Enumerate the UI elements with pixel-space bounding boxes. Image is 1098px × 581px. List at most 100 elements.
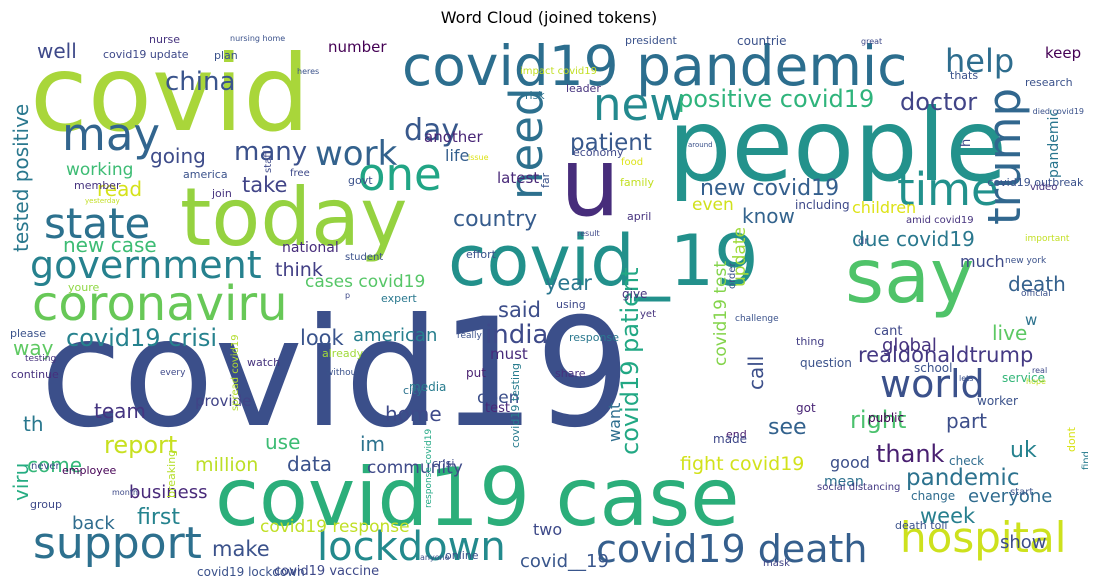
word-well: well xyxy=(37,39,77,63)
word-yesterday: yesterday xyxy=(85,197,120,205)
word-work: work xyxy=(315,134,398,174)
word-already: already xyxy=(322,347,364,360)
word-thats: thats xyxy=(950,69,978,82)
word-government: government xyxy=(30,243,262,287)
word-city: city xyxy=(403,384,423,397)
word-challenge: challenge xyxy=(735,314,779,324)
word-plan: plan xyxy=(214,49,238,62)
word-make: make xyxy=(212,537,270,561)
word-continue: continue xyxy=(11,368,59,381)
word-official: official xyxy=(1021,289,1051,299)
word-fight-covid19: fight covid19 xyxy=(680,453,804,475)
word-made: made xyxy=(713,432,747,446)
word-year: year xyxy=(545,271,592,295)
word-employee: employee xyxy=(62,464,117,477)
word-support: support xyxy=(33,518,202,569)
word-part: part xyxy=(946,409,987,433)
word-thing: thing xyxy=(796,335,824,348)
word-join: join xyxy=(211,187,232,200)
word-life: life xyxy=(445,146,469,165)
word-covid19-outbreak: covid19 outbreak xyxy=(987,176,1084,189)
word-issue: issue xyxy=(468,153,489,162)
word-update: update xyxy=(730,227,750,287)
word-may: may xyxy=(62,108,160,161)
word-youre: youre xyxy=(68,281,99,294)
word-lockdown: lockdown xyxy=(317,524,506,570)
word-world: world xyxy=(880,362,985,406)
word-president: president xyxy=(625,34,678,47)
word-going: going xyxy=(150,144,206,168)
word-got: got xyxy=(796,401,816,415)
word-say: say xyxy=(845,232,974,320)
word-food: food xyxy=(621,157,643,168)
word-student: student xyxy=(345,252,383,263)
word-covid19-test: covid19 test xyxy=(711,261,731,366)
word-need: need xyxy=(500,88,553,200)
word-effort: effort xyxy=(466,248,497,261)
word-dr: dr xyxy=(858,236,869,247)
word-back: back xyxy=(72,513,115,534)
word-new-covid19: new covid19 xyxy=(700,176,839,201)
word-mask: mask xyxy=(763,558,790,569)
word-change: change xyxy=(911,489,955,503)
word-see: see xyxy=(768,415,807,440)
word-tested-positive: tested positive xyxy=(10,104,33,252)
word-one: one xyxy=(358,148,442,201)
word-hospital: hospital xyxy=(900,513,1066,562)
word-economy: economy xyxy=(573,146,624,159)
word-home: home xyxy=(385,402,442,426)
word-spread-covid19: spread covid19 xyxy=(230,334,241,411)
word-th: th xyxy=(23,412,44,436)
word-please: please xyxy=(10,327,46,340)
word-media: media xyxy=(409,380,446,394)
word-covid-19: covid_19 xyxy=(448,220,759,302)
word-dont: dont xyxy=(1065,426,1078,452)
word-pandemic: pandemic xyxy=(906,465,1019,491)
word-uk: uk xyxy=(1010,438,1037,463)
word-come: come xyxy=(27,453,82,477)
word-month: month xyxy=(112,488,138,497)
word-order: order xyxy=(727,261,738,289)
word-death-toll: death toll xyxy=(895,519,947,532)
word-provide: provide xyxy=(195,392,251,410)
word-without: without xyxy=(326,368,360,378)
word-way: way xyxy=(13,336,54,360)
word-mean: mean xyxy=(824,474,864,490)
word-covid19-lockdown: covid19 lockdown xyxy=(197,565,305,579)
word-good: good xyxy=(830,453,870,472)
word-many: many xyxy=(234,137,307,167)
word-staff: staff xyxy=(263,150,274,173)
word-including: including xyxy=(795,198,850,212)
word-working: working xyxy=(66,160,133,180)
word-national: national xyxy=(282,240,339,256)
word-real: real xyxy=(1032,366,1047,375)
word-using: using xyxy=(556,298,586,311)
word-test: test xyxy=(485,401,510,416)
word-yet: yet xyxy=(640,309,656,320)
word-positive-covid19: positive covid19 xyxy=(678,85,874,113)
word-school: school xyxy=(914,361,952,375)
word-number: number xyxy=(328,38,387,56)
word-viru: viru xyxy=(10,463,33,501)
word-coronaviru: coronaviru xyxy=(32,276,288,332)
word-p: p xyxy=(345,291,350,300)
word-cloud-svg: covid19 covid people covid19 case today covid… xyxy=(10,33,1088,579)
word-around: around xyxy=(688,141,713,149)
word-group: group xyxy=(30,498,62,511)
word-american: american xyxy=(353,325,437,346)
word-h: h xyxy=(959,139,974,147)
word-open: open xyxy=(477,388,519,408)
word-covid19-patient: covid19 patient xyxy=(616,267,644,455)
word-covid: covid xyxy=(30,33,310,155)
word-due-covid19: due covid19 xyxy=(852,227,975,251)
word-today: today xyxy=(180,171,407,264)
word-community: community xyxy=(367,458,463,478)
word-free: free xyxy=(290,168,310,179)
word-member: member xyxy=(74,179,121,192)
word-great: great xyxy=(861,37,882,46)
word-america: america xyxy=(183,168,228,181)
word-new-york: new york xyxy=(1005,256,1047,266)
word-family: family xyxy=(620,176,654,189)
word-first: first xyxy=(137,505,180,530)
word-show: show xyxy=(1000,532,1047,553)
